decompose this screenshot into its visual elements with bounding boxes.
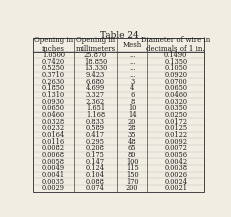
Text: 0.175: 0.175 — [86, 151, 104, 159]
Text: 0.088: 0.088 — [86, 178, 104, 186]
Text: 0.0021: 0.0021 — [164, 184, 186, 192]
Text: 0.0650: 0.0650 — [42, 104, 65, 112]
Text: 3.327: 3.327 — [85, 91, 104, 99]
Text: 0.0068: 0.0068 — [42, 151, 65, 159]
Text: 115: 115 — [125, 164, 138, 173]
Text: 0.0082: 0.0082 — [42, 144, 65, 152]
Text: 0.833: 0.833 — [85, 118, 104, 126]
Text: 0.0026: 0.0026 — [164, 171, 186, 179]
Text: 0.0125: 0.0125 — [163, 124, 186, 132]
Text: 0.0122: 0.0122 — [163, 131, 186, 139]
Text: 0.0058: 0.0058 — [42, 158, 65, 166]
Text: 35: 35 — [127, 131, 136, 139]
Text: 0.295: 0.295 — [85, 138, 104, 146]
Text: 0.0049: 0.0049 — [42, 164, 65, 173]
Text: 0.0038: 0.0038 — [164, 164, 186, 173]
Text: 0.1050: 0.1050 — [164, 64, 186, 72]
Text: 0.589: 0.589 — [85, 124, 104, 132]
Text: 0.5250: 0.5250 — [42, 64, 65, 72]
Text: 2.362: 2.362 — [85, 98, 104, 106]
Text: 100: 100 — [125, 158, 138, 166]
Text: 0.147: 0.147 — [85, 158, 104, 166]
Text: 0.2630: 0.2630 — [42, 78, 65, 86]
Text: 0.0172: 0.0172 — [164, 118, 186, 126]
Text: 1.651: 1.651 — [85, 104, 104, 112]
Text: 48: 48 — [127, 138, 136, 146]
Text: 14: 14 — [127, 111, 136, 119]
Text: 1.168: 1.168 — [85, 111, 104, 119]
Text: 0.0116: 0.0116 — [42, 138, 65, 146]
Text: 0.0056: 0.0056 — [164, 151, 186, 159]
Text: 28: 28 — [127, 124, 136, 132]
Text: 0.0232: 0.0232 — [42, 124, 65, 132]
Text: ...: ... — [128, 71, 135, 79]
Text: 0.0042: 0.0042 — [163, 158, 186, 166]
Text: 150: 150 — [125, 171, 138, 179]
Text: 4: 4 — [129, 84, 134, 92]
Text: 0.1490: 0.1490 — [163, 51, 186, 59]
Text: 9.423: 9.423 — [85, 71, 105, 79]
Text: 0.1310: 0.1310 — [42, 91, 65, 99]
Text: 0.0092: 0.0092 — [164, 138, 186, 146]
Text: 0.1850: 0.1850 — [42, 84, 65, 92]
Text: 0.0029: 0.0029 — [42, 184, 65, 192]
Text: Table 24: Table 24 — [99, 31, 138, 40]
Text: 0.0328: 0.0328 — [42, 118, 65, 126]
Text: 0.7420: 0.7420 — [42, 58, 65, 66]
Text: 8: 8 — [129, 98, 134, 106]
Text: 0.0650: 0.0650 — [164, 84, 186, 92]
Text: 6.680: 6.680 — [85, 78, 104, 86]
Text: 0.3710: 0.3710 — [42, 71, 65, 79]
Text: 0.208: 0.208 — [86, 144, 104, 152]
Text: 0.0920: 0.0920 — [164, 71, 186, 79]
Text: 0.0035: 0.0035 — [42, 178, 65, 186]
Text: 65: 65 — [127, 144, 136, 152]
Text: 80: 80 — [128, 151, 136, 159]
Text: 4.699: 4.699 — [85, 84, 105, 92]
Text: 0.0164: 0.0164 — [42, 131, 65, 139]
Text: 25.870: 25.870 — [83, 51, 106, 59]
Text: Opening in
millimeters: Opening in millimeters — [75, 36, 115, 53]
Text: 0.417: 0.417 — [85, 131, 104, 139]
Text: Mesh: Mesh — [122, 41, 141, 49]
Text: 0.0460: 0.0460 — [42, 111, 65, 119]
Text: 0.0041: 0.0041 — [42, 171, 65, 179]
Text: 13.330: 13.330 — [83, 64, 106, 72]
Text: 10: 10 — [128, 104, 136, 112]
Text: Opening in
inches: Opening in inches — [34, 36, 73, 53]
Text: 0.124: 0.124 — [85, 164, 104, 173]
Text: 1.0500: 1.0500 — [42, 51, 65, 59]
Text: 0.0320: 0.0320 — [164, 98, 186, 106]
Text: 18.850: 18.850 — [83, 58, 106, 66]
Text: 0.0460: 0.0460 — [163, 91, 186, 99]
Text: 20: 20 — [128, 118, 136, 126]
Text: 0.0072: 0.0072 — [164, 144, 186, 152]
Text: 0.104: 0.104 — [85, 171, 104, 179]
Text: 0.0350: 0.0350 — [164, 104, 186, 112]
Text: 0.0250: 0.0250 — [164, 111, 186, 119]
Text: ...: ... — [128, 58, 135, 66]
Text: ...: ... — [128, 51, 135, 59]
Text: 6: 6 — [129, 91, 134, 99]
Text: 0.0024: 0.0024 — [163, 178, 186, 186]
Text: 0.0930: 0.0930 — [42, 98, 65, 106]
Text: ...: ... — [128, 64, 135, 72]
Text: Diameter of wire in
decimals of 1 in.: Diameter of wire in decimals of 1 in. — [140, 36, 210, 53]
Text: 3: 3 — [129, 78, 134, 86]
Text: 0.0700: 0.0700 — [164, 78, 186, 86]
Text: 200: 200 — [125, 184, 138, 192]
Text: 0.074: 0.074 — [86, 184, 104, 192]
Text: 0.1350: 0.1350 — [163, 58, 186, 66]
Text: 170: 170 — [125, 178, 138, 186]
